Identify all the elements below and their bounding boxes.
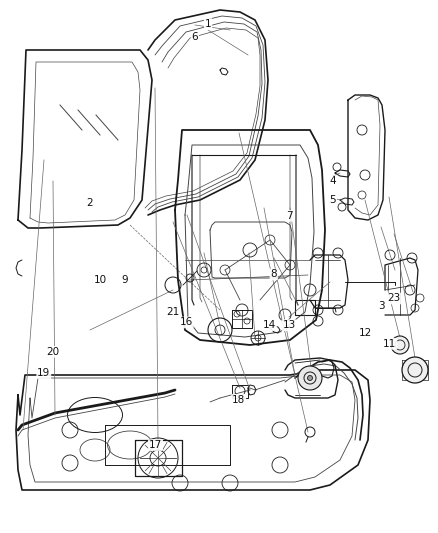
Text: 16: 16 [180, 318, 193, 327]
Text: 5: 5 [329, 195, 336, 205]
Text: 12: 12 [359, 328, 372, 338]
Text: 6: 6 [191, 33, 198, 42]
Circle shape [391, 336, 409, 354]
Text: 13: 13 [283, 320, 296, 330]
Text: 2: 2 [86, 198, 93, 207]
Circle shape [298, 366, 322, 390]
Text: 9: 9 [121, 275, 128, 285]
Text: 18: 18 [232, 395, 245, 405]
Text: 14: 14 [263, 320, 276, 330]
Text: 21: 21 [166, 307, 180, 317]
Text: 1: 1 [205, 19, 212, 29]
Circle shape [402, 357, 428, 383]
Text: 8: 8 [270, 270, 277, 279]
Text: 23: 23 [388, 294, 401, 303]
Text: 11: 11 [383, 339, 396, 349]
Text: 19: 19 [37, 368, 50, 378]
Circle shape [307, 376, 312, 381]
Text: 3: 3 [378, 302, 385, 311]
Text: 7: 7 [286, 211, 293, 221]
Text: 10: 10 [94, 275, 107, 285]
Text: 17: 17 [149, 440, 162, 450]
Text: 4: 4 [329, 176, 336, 186]
Text: 20: 20 [46, 347, 59, 357]
